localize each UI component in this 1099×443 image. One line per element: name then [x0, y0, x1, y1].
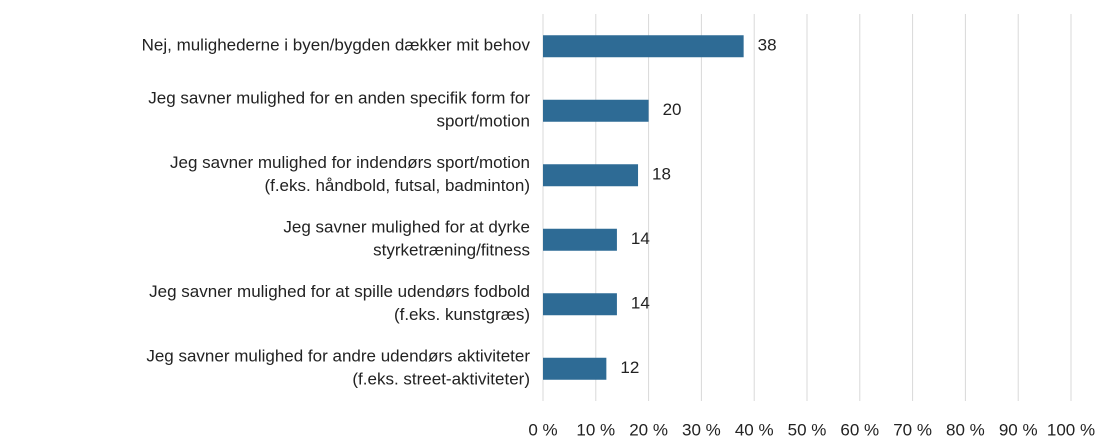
y-tick-label: Jeg savner mulighed for indendørs sport/…	[170, 153, 530, 172]
value-label: 38	[758, 36, 777, 55]
bar	[543, 35, 744, 58]
x-tick-label: 100 %	[1047, 420, 1095, 439]
bar	[543, 164, 639, 187]
y-tick-label: Jeg savner mulighed for at spille udendø…	[149, 282, 530, 301]
x-tick-label: 90 %	[999, 420, 1038, 439]
x-tick-label: 70 %	[893, 420, 932, 439]
value-label: 20	[663, 100, 682, 119]
x-tick-label: 10 %	[576, 420, 615, 439]
y-tick-label: styrketræning/fitness	[373, 241, 530, 260]
y-tick-label: Jeg savner mulighed for andre udendørs a…	[146, 347, 530, 366]
y-tick-label: (f.eks. street-aktiviteter)	[352, 370, 530, 389]
x-tick-label: 20 %	[629, 420, 668, 439]
y-tick-label: (f.eks. håndbold, futsal, badminton)	[264, 176, 530, 195]
bar	[543, 357, 607, 380]
x-tick-label: 60 %	[840, 420, 879, 439]
bar	[543, 293, 617, 316]
y-tick-label: (f.eks. kunstgræs)	[394, 305, 530, 324]
bar	[543, 228, 617, 251]
bar	[543, 99, 649, 122]
value-label: 12	[620, 358, 639, 377]
value-label: 14	[631, 229, 650, 248]
x-tick-label: 0 %	[528, 420, 557, 439]
y-tick-label: Jeg savner mulighed for en anden specifi…	[148, 89, 530, 108]
value-label: 18	[652, 165, 671, 184]
x-tick-label: 30 %	[682, 420, 721, 439]
value-label: 14	[631, 294, 650, 313]
y-tick-label: sport/motion	[436, 112, 530, 131]
x-tick-label: 80 %	[946, 420, 985, 439]
y-tick-label: Nej, mulighederne i byen/bygden dækker m…	[142, 36, 531, 55]
y-tick-label: Jeg savner mulighed for at dyrke	[283, 218, 530, 237]
x-tick-label: 40 %	[735, 420, 774, 439]
x-tick-label: 50 %	[788, 420, 827, 439]
